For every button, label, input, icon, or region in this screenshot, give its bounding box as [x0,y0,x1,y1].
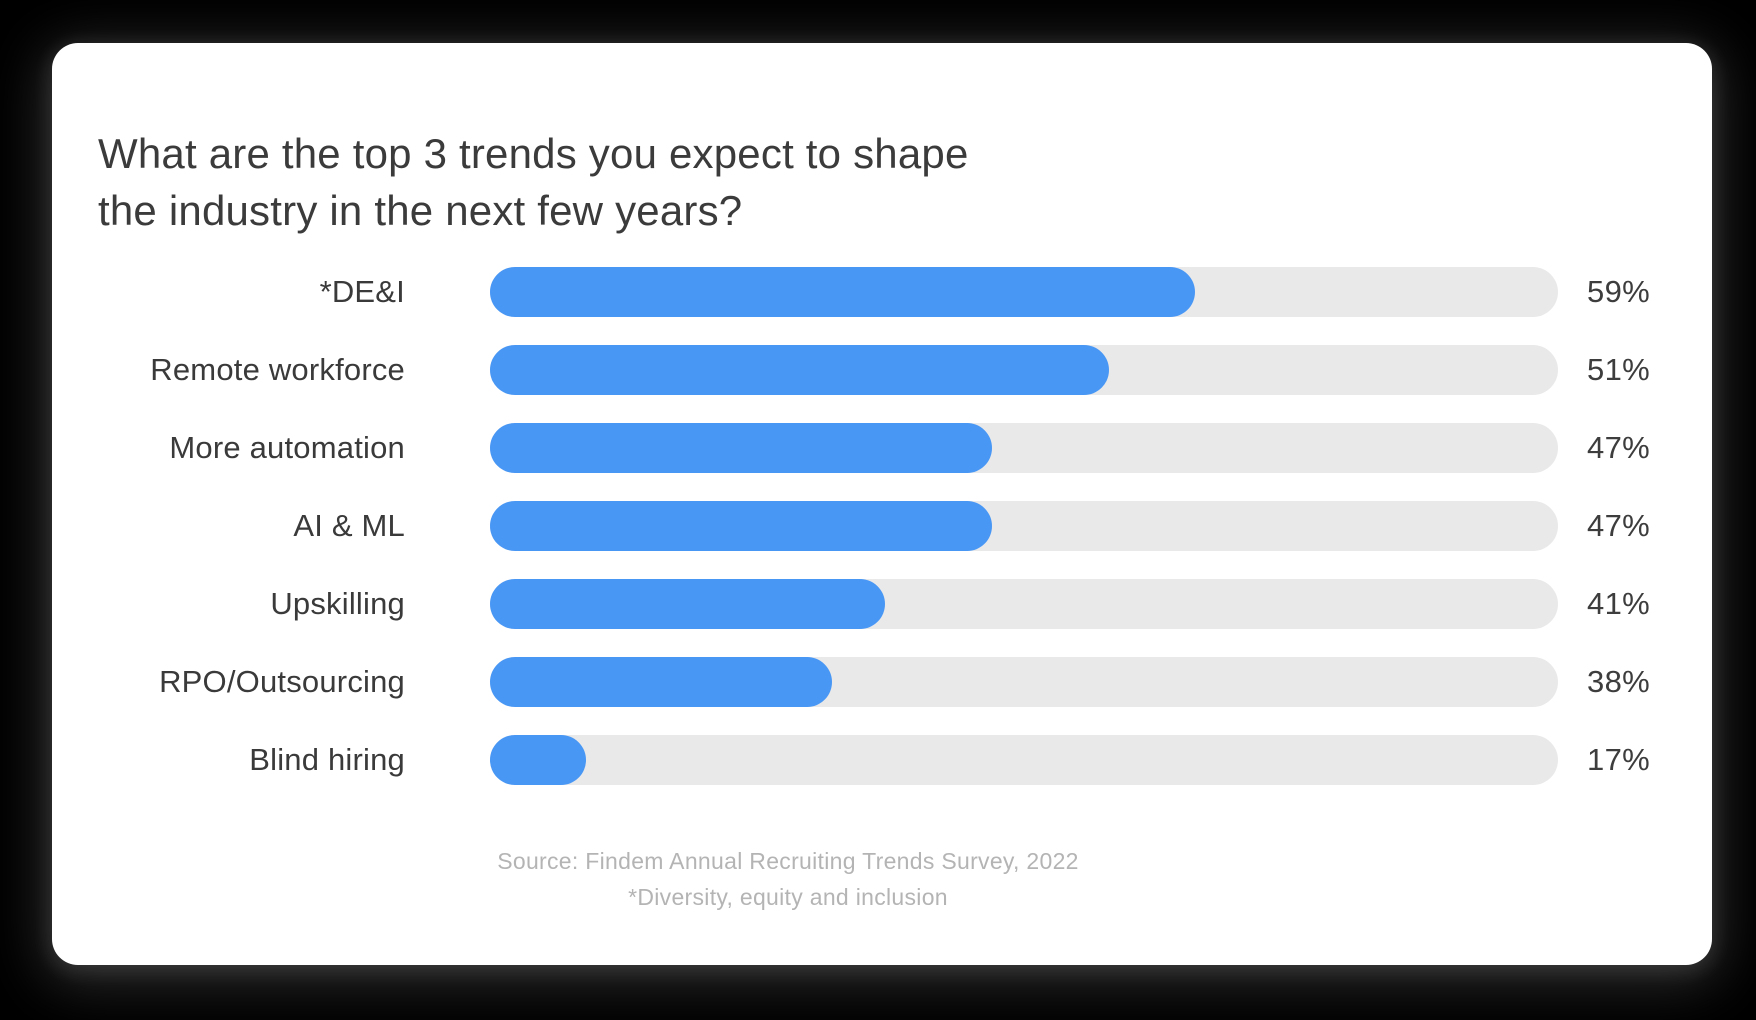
footnote-line: *Diversity, equity and inclusion [628,884,948,910]
bar-track [490,657,1558,707]
bar-value-label: 47% [1587,508,1650,543]
bar-fill [490,501,992,551]
chart-title-line-2: the industry in the next few years? [98,187,743,234]
bar-value-label: 41% [1587,586,1650,621]
bar-fill [490,345,1110,395]
bar-track [490,267,1558,317]
bar-value-label: 59% [1587,274,1650,309]
bar-label: Blind hiring [249,742,405,777]
bar-fill [490,735,587,785]
bar-label: AI & ML [293,508,405,543]
bar-row: More automation 47% [52,423,1712,473]
bar-chart: *DE&I 59% Remote workforce 51% More auto… [52,267,1712,785]
bar-track [490,345,1558,395]
bar-track [490,735,1558,785]
bar-fill [490,267,1195,317]
bar-value-label: 51% [1587,352,1650,387]
bar-track [490,579,1558,629]
bar-label: Upskilling [270,586,405,621]
bar-row: AI & ML 47% [52,501,1712,551]
bar-value-label: 38% [1587,664,1650,699]
source-line: Source: Findem Annual Recruiting Trends … [497,848,1079,874]
bar-track [490,501,1558,551]
bar-label: RPO/Outsourcing [159,664,405,699]
chart-title: What are the top 3 trends you expect to … [98,125,969,239]
source-note: Source: Findem Annual Recruiting Trends … [52,843,1524,915]
bar-fill [490,423,992,473]
bar-row: Blind hiring 17% [52,735,1712,785]
bar-row: Remote workforce 51% [52,345,1712,395]
bar-value-label: 47% [1587,430,1650,465]
bar-track [490,423,1558,473]
bar-label: *DE&I [319,274,405,309]
bar-label: More automation [169,430,405,465]
bar-row: RPO/Outsourcing 38% [52,657,1712,707]
bar-value-label: 17% [1587,742,1650,777]
chart-title-line-1: What are the top 3 trends you expect to … [98,130,969,177]
bar-label: Remote workforce [150,352,405,387]
bar-fill [490,579,886,629]
bar-row: Upskilling 41% [52,579,1712,629]
bar-fill [490,657,832,707]
chart-card: What are the top 3 trends you expect to … [52,43,1712,965]
bar-row: *DE&I 59% [52,267,1712,317]
